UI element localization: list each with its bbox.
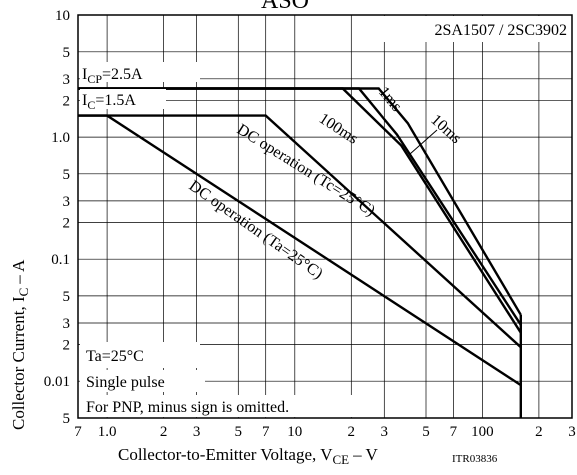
series-line: [78, 114, 522, 387]
y-tick-labels: 5 0.01 2 3 5 0.1 2 3 5 1.0 2 3 5 10: [44, 8, 70, 427]
x-tick-label: 2: [535, 424, 543, 440]
note-pulse: Single pulse: [86, 374, 165, 391]
x-tick-label: 1.0: [98, 424, 117, 440]
y-tick-label: 0.01: [44, 374, 70, 390]
series-line: [78, 87, 522, 316]
x-tick-label: 3: [193, 424, 201, 440]
series-line: [78, 87, 522, 326]
x-tick-label: 7: [450, 424, 458, 440]
plot-frame: [77, 14, 573, 419]
soa-curves: [78, 87, 522, 418]
part-number-box: [375, 16, 571, 42]
note-ta: Ta=25°C: [86, 348, 144, 365]
y-tick-label: 5: [63, 167, 71, 183]
y-tick-label: 2: [63, 93, 71, 109]
x-tick-labels: 7 1.0 2 3 5 7 10 2 3 5 7 100 2 3: [74, 424, 576, 440]
label-100ms: 100ms: [316, 110, 361, 147]
label-dc-ta: DC operation (Ta=25°C): [186, 177, 326, 282]
figure-code: ITR03836: [452, 453, 498, 465]
note-pnp-bg: [80, 395, 362, 417]
series-line: [78, 114, 522, 349]
ic-label-bg: [80, 89, 166, 109]
icp-label-bg: [80, 62, 200, 82]
y-tick-label: 3: [63, 194, 71, 210]
y-axis-title: Collector Current, IC– A: [9, 259, 31, 430]
y-tick-label: 1.0: [51, 130, 70, 146]
x-axis-title: Collector-to-Emitter Voltage, VCE – V: [118, 445, 379, 467]
label-10ms: 10ms: [427, 111, 464, 147]
note-pulse-bg: [80, 370, 205, 392]
x-tick-label: 5: [422, 424, 430, 440]
y-tick-label: 10: [55, 8, 70, 24]
y-tick-label: 0.1: [51, 252, 70, 268]
y-tick-label: 5: [63, 289, 71, 305]
part-number: 2SA1507 / 2SC3902: [435, 22, 567, 39]
x-tick-label: 7: [262, 424, 270, 440]
series-line: [78, 87, 522, 334]
y-tick-label: 3: [63, 72, 71, 88]
x-tick-label: 100: [471, 424, 494, 440]
y-tick-label: 2: [63, 338, 71, 354]
x-tick-label: 2: [348, 424, 356, 440]
ic-label: IC=1.5A: [82, 92, 136, 112]
x-tick-label: 3: [381, 424, 389, 440]
x-tick-label: 10: [287, 424, 302, 440]
x-tick-label: 5: [235, 424, 243, 440]
note-pnp: For PNP, minus sign is omitted.: [86, 399, 289, 416]
x-tick-label: 7: [74, 424, 82, 440]
note-ta-bg: [80, 342, 200, 368]
y-tick-label: 3: [63, 316, 71, 332]
x-tick-label: 3: [568, 424, 576, 440]
y-tick-label: 2: [63, 215, 71, 231]
x-tick-label: 2: [160, 424, 168, 440]
y-tick-label: 5: [63, 411, 71, 427]
label-10ms-leader: [409, 129, 438, 155]
icp-label: ICP=2.5A: [82, 66, 143, 86]
header-fragment: ASO: [261, 0, 309, 14]
y-tick-label: 5: [63, 45, 71, 61]
